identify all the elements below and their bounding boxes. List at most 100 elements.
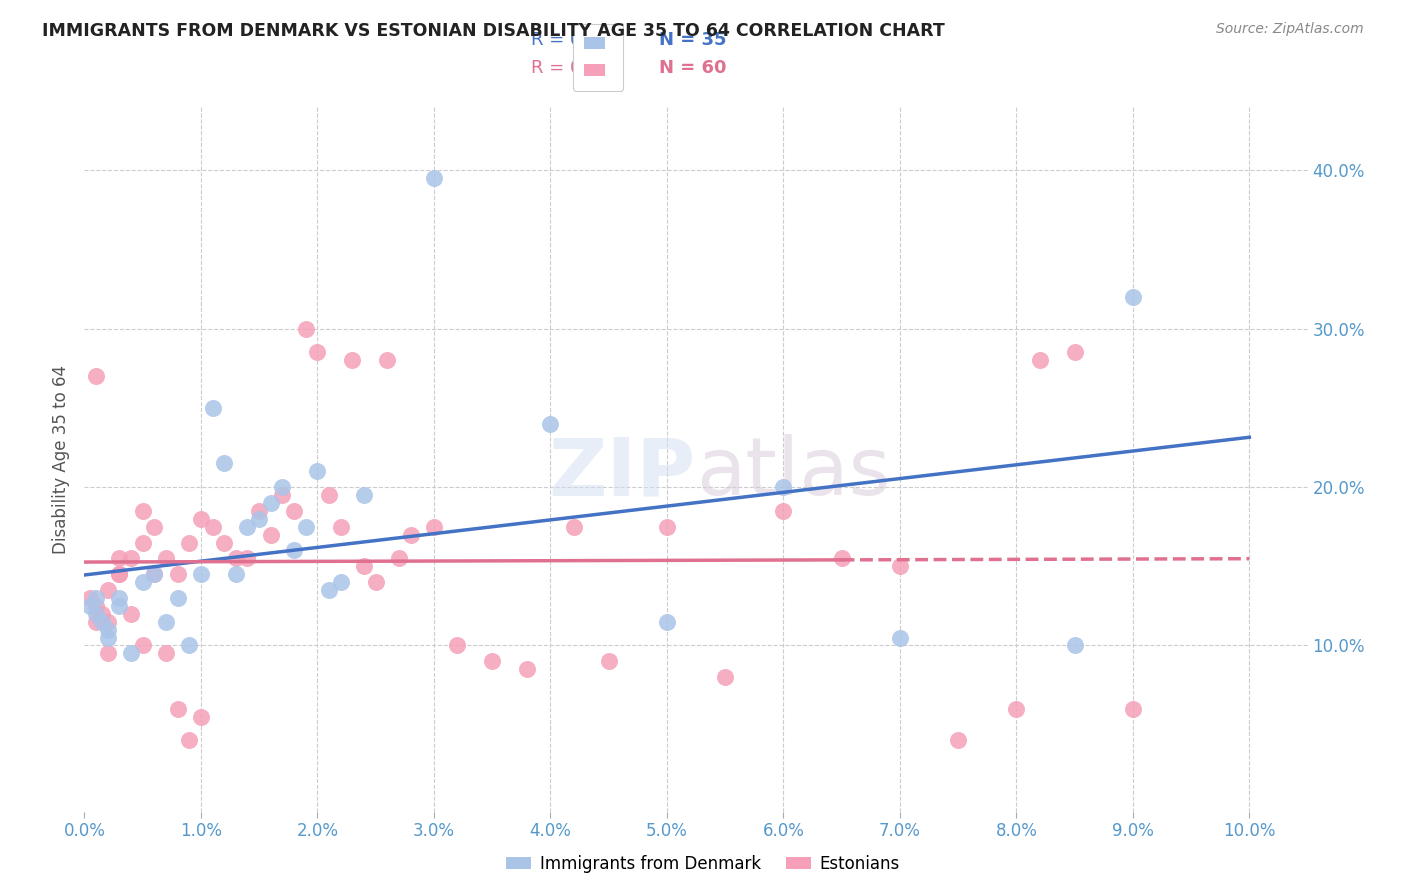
Point	[108, 567, 131, 582]
Point	[247, 512, 270, 526]
Point	[143, 567, 166, 582]
Point	[318, 582, 340, 597]
Point	[225, 551, 247, 566]
Point	[375, 353, 398, 368]
Point	[260, 527, 283, 541]
Point	[225, 567, 247, 582]
Point	[307, 464, 329, 478]
Point	[772, 504, 794, 518]
Text: N = 35: N = 35	[659, 31, 727, 49]
Point	[1063, 345, 1085, 359]
Point	[831, 551, 853, 566]
Point	[655, 519, 678, 533]
Y-axis label: Disability Age 35 to 64: Disability Age 35 to 64	[52, 365, 70, 554]
Point	[481, 654, 503, 668]
Point	[155, 615, 177, 629]
Point	[714, 670, 737, 684]
Point	[271, 488, 294, 502]
Point	[307, 345, 329, 359]
Text: atlas: atlas	[696, 434, 890, 513]
Point	[1122, 702, 1144, 716]
Point	[201, 519, 224, 533]
Point	[538, 417, 561, 431]
Point	[179, 535, 201, 549]
Legend: , : ,	[572, 24, 623, 91]
Point	[1063, 639, 1085, 653]
Point	[236, 519, 259, 533]
Point	[247, 504, 270, 518]
Point	[131, 575, 153, 590]
Point	[889, 559, 911, 574]
Point	[84, 369, 107, 384]
Text: IMMIGRANTS FROM DENMARK VS ESTONIAN DISABILITY AGE 35 TO 64 CORRELATION CHART: IMMIGRANTS FROM DENMARK VS ESTONIAN DISA…	[42, 22, 945, 40]
Point	[131, 639, 153, 653]
Point	[1028, 353, 1050, 368]
Point	[283, 543, 305, 558]
Point	[166, 567, 188, 582]
Point	[155, 551, 177, 566]
Point	[84, 591, 107, 605]
Point	[84, 615, 107, 629]
Point	[131, 504, 153, 518]
Point	[108, 591, 131, 605]
Point	[108, 551, 131, 566]
Point	[120, 551, 142, 566]
Point	[131, 535, 153, 549]
Legend: Immigrants from Denmark, Estonians: Immigrants from Denmark, Estonians	[499, 848, 907, 880]
Point	[399, 527, 422, 541]
Point	[283, 504, 305, 518]
Point	[388, 551, 411, 566]
Point	[179, 639, 201, 653]
Point	[120, 607, 142, 621]
Text: ZIP: ZIP	[548, 434, 696, 513]
Point	[108, 599, 131, 613]
Point	[446, 639, 468, 653]
Point	[97, 582, 120, 597]
Point	[166, 702, 188, 716]
Point	[143, 567, 166, 582]
Point	[598, 654, 620, 668]
Point	[655, 615, 678, 629]
Point	[90, 615, 112, 629]
Point	[353, 488, 375, 502]
Point	[946, 733, 969, 747]
Point	[166, 591, 188, 605]
Point	[155, 646, 177, 660]
Point	[97, 631, 120, 645]
Point	[423, 519, 446, 533]
Point	[143, 519, 166, 533]
Point	[84, 607, 107, 621]
Text: Source: ZipAtlas.com: Source: ZipAtlas.com	[1216, 22, 1364, 37]
Point	[294, 322, 316, 336]
Text: N = 60: N = 60	[659, 59, 727, 78]
Point	[212, 535, 235, 549]
Point	[423, 171, 446, 186]
Point	[1005, 702, 1028, 716]
Point	[179, 733, 201, 747]
Point	[108, 567, 131, 582]
Point	[190, 567, 212, 582]
Point	[79, 599, 101, 613]
Point	[190, 709, 212, 723]
Point	[90, 607, 112, 621]
Point	[342, 353, 364, 368]
Point	[516, 662, 538, 676]
Point	[190, 512, 212, 526]
Point	[97, 615, 120, 629]
Point	[562, 519, 585, 533]
Point	[97, 646, 120, 660]
Point	[120, 646, 142, 660]
Point	[212, 456, 235, 470]
Point	[364, 575, 387, 590]
Point	[329, 575, 352, 590]
Point	[318, 488, 340, 502]
Text: R = 0.146: R = 0.146	[531, 59, 621, 78]
Point	[329, 519, 352, 533]
Point	[294, 519, 316, 533]
Point	[201, 401, 224, 415]
Point	[260, 496, 283, 510]
Text: R = 0.214: R = 0.214	[531, 31, 621, 49]
Point	[271, 480, 294, 494]
Point	[236, 551, 259, 566]
Point	[889, 631, 911, 645]
